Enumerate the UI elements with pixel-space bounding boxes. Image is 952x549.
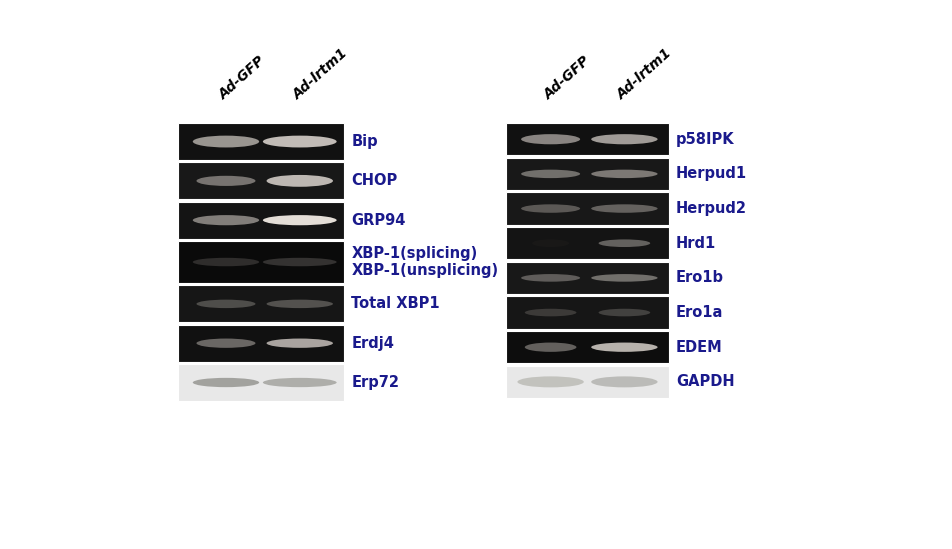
Ellipse shape bbox=[591, 377, 658, 388]
Bar bbox=[506, 192, 668, 225]
Ellipse shape bbox=[591, 204, 658, 213]
Text: EDEM: EDEM bbox=[676, 340, 723, 355]
Text: CHOP: CHOP bbox=[351, 173, 398, 188]
Ellipse shape bbox=[591, 274, 658, 282]
Bar bbox=[178, 364, 344, 401]
Ellipse shape bbox=[196, 176, 255, 186]
Ellipse shape bbox=[263, 378, 337, 387]
Ellipse shape bbox=[521, 170, 580, 178]
Text: Ad-GFP: Ad-GFP bbox=[217, 53, 268, 102]
Ellipse shape bbox=[263, 215, 337, 225]
Bar bbox=[506, 296, 668, 329]
Text: Erp72: Erp72 bbox=[351, 375, 400, 390]
Text: GRP94: GRP94 bbox=[351, 212, 406, 228]
Text: Ad-GFP: Ad-GFP bbox=[542, 53, 593, 102]
Ellipse shape bbox=[192, 136, 259, 148]
Text: Bip: Bip bbox=[351, 134, 378, 149]
Bar bbox=[506, 158, 668, 190]
Bar bbox=[178, 201, 344, 239]
Ellipse shape bbox=[192, 215, 259, 225]
Ellipse shape bbox=[599, 309, 650, 316]
Text: Ero1a: Ero1a bbox=[676, 305, 724, 320]
Ellipse shape bbox=[521, 274, 580, 282]
Ellipse shape bbox=[591, 170, 658, 178]
Bar bbox=[506, 227, 668, 260]
Text: Total XBP1: Total XBP1 bbox=[351, 296, 440, 311]
Ellipse shape bbox=[192, 258, 259, 266]
Ellipse shape bbox=[267, 300, 333, 308]
Bar bbox=[178, 123, 344, 160]
Bar bbox=[506, 366, 668, 398]
Bar bbox=[178, 324, 344, 362]
Ellipse shape bbox=[521, 204, 580, 213]
Ellipse shape bbox=[591, 343, 658, 352]
Ellipse shape bbox=[521, 134, 580, 144]
Ellipse shape bbox=[525, 309, 577, 316]
Ellipse shape bbox=[267, 339, 333, 348]
Ellipse shape bbox=[192, 378, 259, 387]
Text: Ad-lrtm1: Ad-lrtm1 bbox=[290, 46, 350, 102]
Ellipse shape bbox=[196, 300, 255, 308]
Bar bbox=[178, 163, 344, 199]
Text: Ad-lrtm1: Ad-lrtm1 bbox=[615, 46, 675, 102]
Ellipse shape bbox=[525, 343, 577, 352]
Text: p58IPK: p58IPK bbox=[676, 132, 735, 147]
Ellipse shape bbox=[267, 175, 333, 187]
Ellipse shape bbox=[599, 239, 650, 247]
Text: Erdj4: Erdj4 bbox=[351, 335, 394, 351]
Ellipse shape bbox=[263, 136, 337, 148]
Bar bbox=[506, 331, 668, 363]
Text: Hrd1: Hrd1 bbox=[676, 236, 716, 251]
Ellipse shape bbox=[518, 377, 584, 388]
Bar bbox=[506, 262, 668, 294]
Text: Herpud2: Herpud2 bbox=[676, 201, 747, 216]
Text: Herpud1: Herpud1 bbox=[676, 166, 747, 181]
Ellipse shape bbox=[591, 134, 658, 144]
Text: XBP-1(splicing)
XBP-1(unsplicing): XBP-1(splicing) XBP-1(unsplicing) bbox=[351, 246, 499, 278]
Text: GAPDH: GAPDH bbox=[676, 374, 735, 389]
Ellipse shape bbox=[532, 239, 569, 247]
Ellipse shape bbox=[196, 339, 255, 348]
Ellipse shape bbox=[263, 258, 337, 266]
Bar bbox=[506, 123, 668, 155]
Bar bbox=[178, 241, 344, 283]
Bar bbox=[178, 285, 344, 322]
Text: Ero1b: Ero1b bbox=[676, 270, 724, 285]
